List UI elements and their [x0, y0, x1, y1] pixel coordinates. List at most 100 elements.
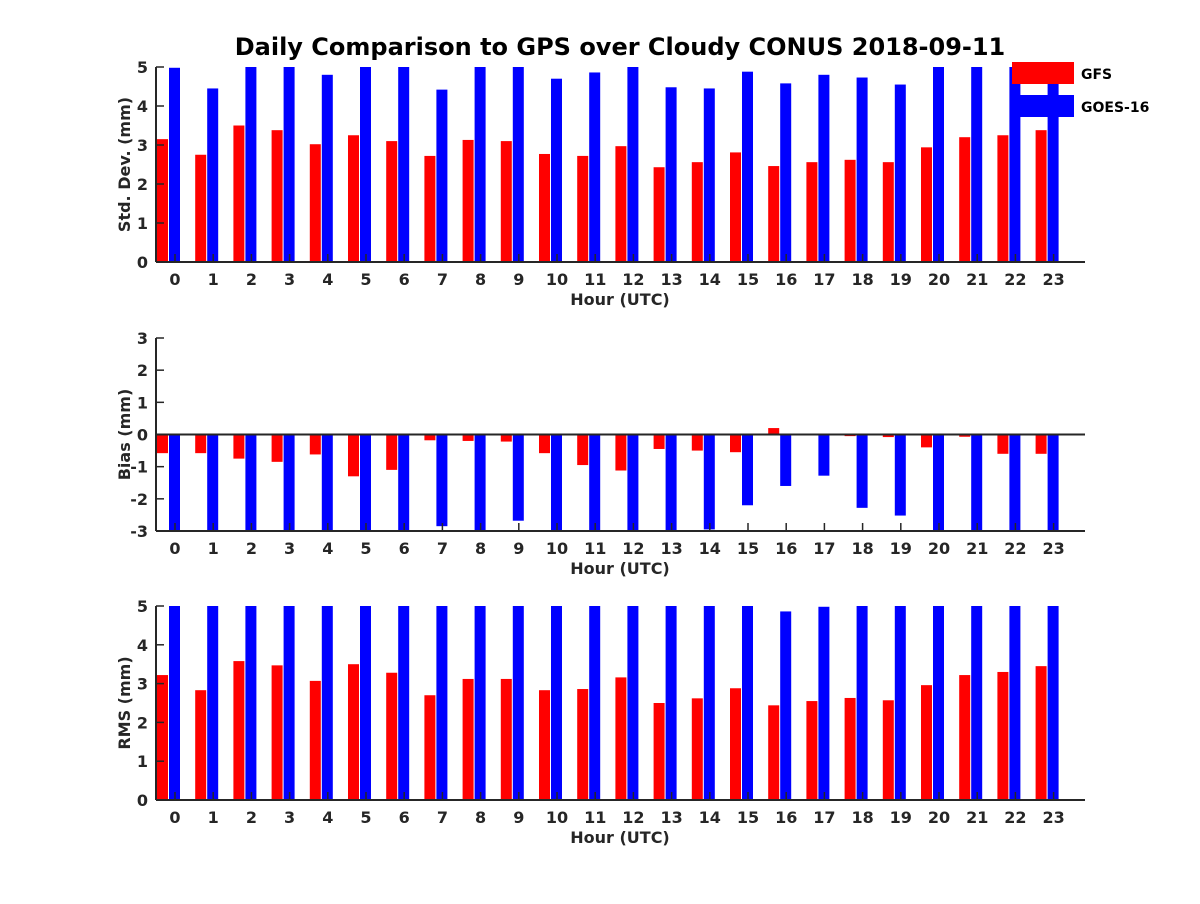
x-tick-label-bias: 11 [584, 539, 606, 558]
x-tick-label-stddev: 7 [437, 270, 448, 289]
bar-bias-goes16-hour-13 [665, 434, 677, 531]
bar-bias-goes16-hour-1 [207, 434, 219, 531]
bar-rms-goes16-hour-22 [1009, 606, 1021, 800]
x-tick-label-rms: 14 [699, 808, 721, 827]
bar-rms-gfs-hour-4 [309, 680, 321, 800]
bar-stddev-gfs-hour-1 [195, 154, 207, 262]
bar-stddev-goes16-hour-1 [207, 88, 219, 262]
x-tick-label-bias: 6 [399, 539, 410, 558]
bar-rms-goes16-hour-0 [169, 606, 180, 800]
x-tick-label-bias: 14 [699, 539, 721, 558]
bar-stddev-goes16-hour-8 [474, 67, 486, 262]
x-tick-label-stddev: 8 [475, 270, 486, 289]
bar-bias-goes16-hour-8 [474, 434, 486, 531]
bar-stddev-gfs-hour-5 [348, 135, 359, 262]
bar-stddev-goes16-hour-5 [360, 67, 371, 262]
bar-bias-gfs-hour-20 [921, 434, 932, 448]
bar-rms-gfs-hour-16 [768, 705, 780, 800]
y-tick-label-bias: 3 [137, 329, 148, 348]
legend-label-gfs: GFS [1081, 67, 1112, 83]
bar-stddev-gfs-hour-8 [462, 139, 474, 262]
bar-rms-goes16-hour-23 [1047, 606, 1059, 800]
bar-rms-gfs-hour-22 [997, 671, 1009, 800]
x-tick-label-rms: 10 [546, 808, 568, 827]
x-tick-label-bias: 17 [813, 539, 835, 558]
bar-stddev-gfs-hour-12 [615, 146, 627, 262]
bar-bias-goes16-hour-19 [894, 434, 906, 516]
bar-rms-gfs-hour-13 [653, 703, 665, 800]
bar-rms-gfs-hour-18 [844, 697, 856, 800]
bar-bias-gfs-hour-22 [997, 434, 1009, 454]
bar-stddev-gfs-hour-18 [844, 159, 856, 262]
bar-rms-goes16-hour-4 [321, 606, 333, 800]
x-tick-label-rms: 7 [437, 808, 448, 827]
bar-stddev-goes16-hour-9 [512, 67, 524, 262]
x-tick-label-stddev: 15 [737, 270, 759, 289]
bar-stddev-gfs-hour-4 [309, 144, 321, 262]
bar-bias-gfs-hour-11 [577, 434, 589, 466]
bar-rms-goes16-hour-14 [703, 606, 715, 800]
x-tick-label-bias: 10 [546, 539, 568, 558]
x-tick-label-stddev: 21 [966, 270, 988, 289]
bar-bias-goes16-hour-2 [245, 434, 257, 531]
bar-bias-goes16-hour-23 [1047, 434, 1059, 531]
x-tick-label-rms: 11 [584, 808, 606, 827]
bar-stddev-gfs-hour-14 [691, 162, 703, 262]
bar-stddev-goes16-hour-4 [321, 74, 333, 262]
y-tick-label-bias: -2 [130, 490, 148, 509]
bar-rms-gfs-hour-14 [691, 698, 703, 800]
x-tick-label-stddev: 19 [890, 270, 912, 289]
bar-bias-gfs-hour-5 [348, 434, 359, 477]
bar-stddev-gfs-hour-2 [233, 125, 245, 262]
y-axis-label-bias: Bias (mm) [115, 389, 134, 481]
y-tick-label-bias: 2 [137, 361, 148, 380]
bar-bias-gfs-hour-6 [386, 434, 398, 470]
y-axis-label-rms: RMS (mm) [115, 656, 134, 749]
y-tick-label-rms: 3 [137, 675, 148, 694]
bar-stddev-gfs-hour-6 [386, 141, 398, 262]
bar-rms-goes16-hour-8 [474, 606, 486, 800]
x-tick-label-rms: 15 [737, 808, 759, 827]
bar-bias-gfs-hour-16 [768, 428, 780, 435]
y-tick-label-stddev: 2 [137, 175, 148, 194]
bar-bias-gfs-hour-10 [539, 434, 550, 454]
x-tick-label-rms: 6 [399, 808, 410, 827]
bar-stddev-goes16-hour-17 [818, 74, 830, 262]
bar-stddev-gfs-hour-13 [653, 167, 665, 262]
bar-stddev-goes16-hour-12 [627, 67, 639, 262]
bar-bias-goes16-hour-20 [933, 434, 944, 531]
x-tick-label-stddev: 6 [399, 270, 410, 289]
y-tick-label-rms: 1 [137, 752, 148, 771]
bar-bias-gfs-hour-1 [195, 434, 207, 454]
bar-stddev-goes16-hour-10 [551, 78, 562, 262]
x-tick-label-bias: 13 [660, 539, 682, 558]
bar-stddev-goes16-hour-11 [589, 72, 601, 263]
x-tick-label-stddev: 0 [169, 270, 180, 289]
x-tick-label-rms: 4 [322, 808, 333, 827]
bar-bias-gfs-hour-21 [959, 434, 971, 437]
bar-rms-goes16-hour-1 [207, 606, 219, 800]
x-tick-label-bias: 20 [928, 539, 950, 558]
x-tick-label-bias: 0 [169, 539, 180, 558]
bar-rms-goes16-hour-18 [856, 606, 868, 800]
x-tick-label-rms: 21 [966, 808, 988, 827]
bar-rms-goes16-hour-6 [398, 606, 410, 800]
x-tick-label-bias: 2 [246, 539, 257, 558]
bar-stddev-gfs-hour-22 [997, 135, 1009, 262]
bar-bias-goes16-hour-17 [818, 434, 830, 476]
bar-rms-goes16-hour-12 [627, 606, 639, 800]
bar-stddev-gfs-hour-10 [539, 153, 550, 262]
bar-rms-goes16-hour-16 [780, 611, 792, 800]
bar-stddev-goes16-hour-7 [436, 89, 448, 263]
x-tick-label-stddev: 22 [1004, 270, 1026, 289]
bar-stddev-goes16-hour-19 [894, 84, 906, 262]
bar-bias-gfs-hour-7 [424, 434, 436, 441]
bar-bias-goes16-hour-5 [360, 434, 371, 531]
bar-stddev-goes16-hour-6 [398, 67, 410, 262]
x-tick-label-stddev: 17 [813, 270, 835, 289]
bar-bias-gfs-hour-2 [233, 434, 245, 459]
x-tick-label-rms: 3 [284, 808, 295, 827]
bar-stddev-gfs-hour-0 [157, 139, 168, 262]
y-tick-label-rms: 2 [137, 713, 148, 732]
